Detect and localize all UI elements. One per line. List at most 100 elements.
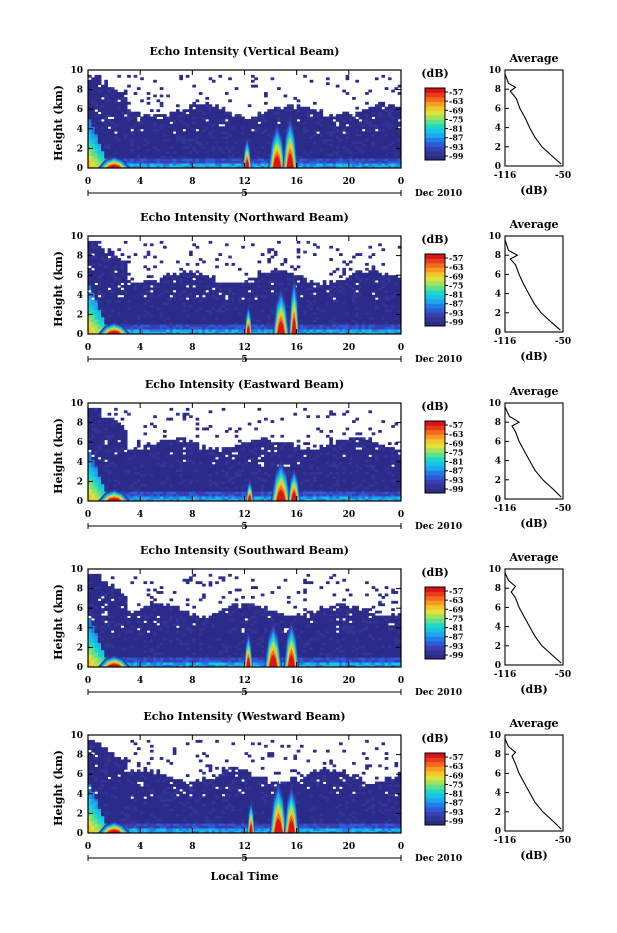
heatmap-cell (98, 126, 102, 129)
heatmap-cell (199, 163, 203, 166)
heatmap-cell (156, 290, 160, 293)
heatmap-cell (137, 317, 141, 320)
heatmap-cell (147, 126, 151, 129)
heatmap-cell (130, 324, 134, 327)
heatmap-cell (333, 314, 337, 317)
heatmap-cell (316, 158, 320, 161)
heatmap-cell (267, 312, 271, 315)
heatmap-cell (336, 119, 340, 122)
heatmap-cell (362, 148, 366, 151)
heatmap-cell (130, 317, 134, 320)
heatmap-cell (183, 307, 187, 310)
heatmap-cell (342, 117, 346, 120)
heatmap-cell (134, 290, 138, 293)
heatmap-cell (127, 126, 131, 129)
heatmap-cell (202, 283, 206, 286)
heatmap-cell (101, 121, 105, 124)
heatmap-cell (117, 97, 121, 100)
heatmap-cell (365, 317, 369, 320)
heatmap-cell (306, 146, 310, 149)
heatmap-cell (196, 156, 200, 159)
heatmap-cell (323, 148, 327, 151)
heatmap-cell (143, 319, 147, 322)
heatmap-cell (91, 285, 95, 288)
heatmap-cell (375, 314, 379, 317)
heatmap-cell (378, 305, 382, 308)
heatmap-cell (150, 327, 154, 330)
heatmap-cell (359, 126, 363, 129)
heatmap-cell (329, 121, 333, 124)
heatmap-cell (339, 297, 343, 300)
heatmap-cell (121, 156, 125, 159)
heatmap-cell (336, 161, 340, 164)
heatmap-cell (114, 144, 118, 147)
heatmap-cell (121, 314, 125, 317)
heatmap-cell (293, 124, 297, 127)
heatmap-cell (342, 295, 346, 298)
heatmap-cell (378, 124, 382, 127)
heatmap-cell (147, 314, 151, 317)
colorbar-swatch (425, 106, 445, 111)
heatmap-cell (359, 307, 363, 310)
heatmap-cell (212, 161, 216, 164)
heatmap-cell (222, 312, 226, 315)
heatmap-cell (258, 290, 262, 293)
heatmap-cell (114, 310, 118, 313)
heatmap-cell (127, 256, 131, 259)
heatmap-cell (186, 158, 190, 161)
heatmap-cell (130, 319, 134, 322)
heatmap-cell (228, 329, 232, 332)
heatmap-cell (91, 141, 95, 144)
heatmap-cell (352, 319, 356, 322)
heatmap-cell (192, 312, 196, 315)
heatmap-cell (381, 324, 385, 327)
heatmap-cell (202, 261, 206, 264)
heatmap-cell (163, 329, 167, 332)
heatmap-cell (117, 126, 121, 129)
heatmap-cell (117, 261, 121, 264)
heatmap-cell (163, 314, 167, 317)
heatmap-cell (143, 300, 147, 303)
heatmap-cell (388, 161, 392, 164)
heatmap-cell (130, 278, 134, 281)
heatmap-cell (326, 317, 330, 320)
heatmap-cell (271, 114, 275, 117)
heatmap-cell (163, 114, 167, 117)
heatmap-cell (235, 312, 239, 315)
heatmap-cell (95, 280, 99, 283)
heatmap-cell (192, 151, 196, 154)
heatmap-cell (215, 136, 219, 139)
heatmap-cell (111, 102, 115, 105)
heatmap-cell (251, 156, 255, 159)
heatmap-cell (238, 287, 242, 290)
heatmap-cell (104, 119, 108, 122)
heatmap-cell (150, 151, 154, 154)
heatmap-cell (143, 287, 147, 290)
heatmap-cell (316, 119, 320, 122)
heatmap-cell (218, 146, 222, 149)
heatmap-cell (336, 317, 340, 320)
heatmap-cell (385, 327, 389, 330)
heatmap-cell (346, 141, 350, 144)
heatmap-cell (202, 153, 206, 156)
heatmap-cell (218, 151, 222, 154)
heatmap-cell (225, 121, 229, 124)
heatmap-cell (378, 161, 382, 164)
heatmap-cell (192, 295, 196, 298)
heatmap-cell (339, 121, 343, 124)
heatmap-cell (137, 312, 141, 315)
heatmap-cell (385, 146, 389, 149)
heatmap-cell (375, 292, 379, 295)
heatmap-cell (339, 124, 343, 127)
heatmap-cell (238, 292, 242, 295)
heatmap-cell (143, 322, 147, 325)
heatmap-cell (225, 305, 229, 308)
heatmap-cell (222, 131, 226, 134)
heatmap-cell (316, 126, 320, 129)
heatmap-cell (238, 290, 242, 293)
heatmap-cell (170, 153, 174, 156)
heatmap-cell (192, 85, 196, 88)
heatmap-cell (199, 131, 203, 134)
heatmap-cell (111, 99, 115, 102)
heatmap-cell (355, 151, 359, 154)
